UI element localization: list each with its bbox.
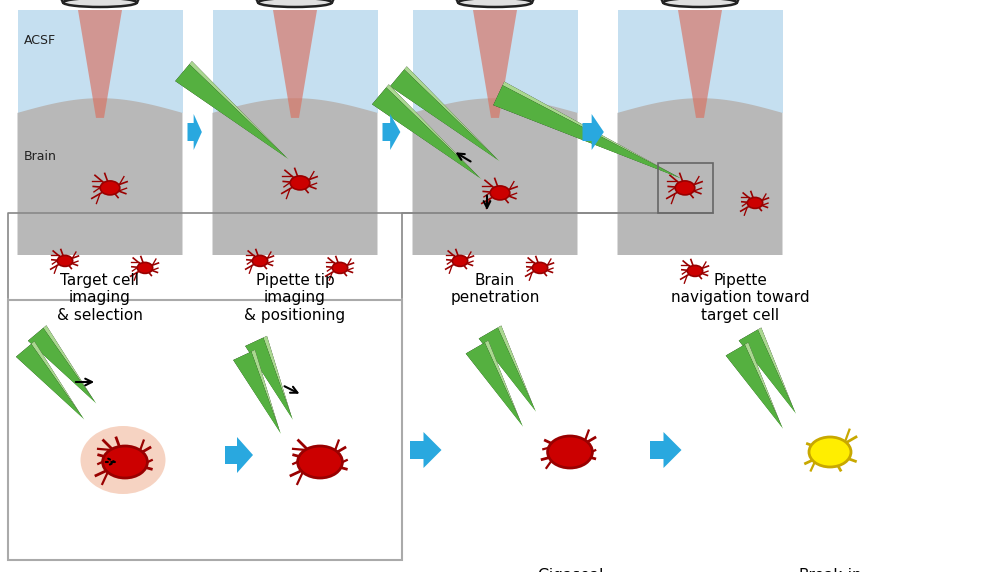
- Ellipse shape: [80, 426, 166, 494]
- Ellipse shape: [532, 263, 548, 273]
- Polygon shape: [618, 98, 782, 255]
- Ellipse shape: [663, 0, 737, 7]
- Polygon shape: [245, 336, 292, 418]
- Polygon shape: [390, 69, 500, 161]
- Polygon shape: [251, 350, 281, 434]
- Bar: [18, 10, 182, 113]
- Polygon shape: [31, 341, 84, 419]
- Polygon shape: [473, 10, 517, 118]
- Ellipse shape: [290, 176, 310, 190]
- Polygon shape: [372, 88, 482, 179]
- Ellipse shape: [63, 0, 137, 7]
- Ellipse shape: [57, 256, 73, 267]
- Polygon shape: [372, 85, 480, 178]
- FancyArrow shape: [582, 114, 604, 150]
- Polygon shape: [739, 328, 795, 412]
- Ellipse shape: [103, 446, 147, 478]
- Polygon shape: [739, 329, 796, 414]
- Ellipse shape: [298, 446, 342, 478]
- Polygon shape: [212, 98, 378, 255]
- Ellipse shape: [258, 0, 332, 7]
- Text: Break-in: Break-in: [798, 568, 862, 572]
- Polygon shape: [28, 328, 96, 403]
- Text: ACSF: ACSF: [24, 34, 56, 47]
- FancyArrow shape: [410, 432, 442, 468]
- Polygon shape: [726, 344, 783, 429]
- Ellipse shape: [809, 437, 851, 467]
- Ellipse shape: [137, 263, 153, 273]
- Polygon shape: [726, 343, 782, 427]
- Ellipse shape: [452, 256, 468, 267]
- Ellipse shape: [548, 436, 592, 468]
- Bar: [212, 10, 378, 113]
- Polygon shape: [175, 64, 289, 159]
- Polygon shape: [28, 325, 95, 402]
- Text: Pipette tip
imaging
& positioning: Pipette tip imaging & positioning: [244, 273, 346, 323]
- Polygon shape: [758, 328, 796, 414]
- Bar: [618, 10, 782, 113]
- Polygon shape: [503, 82, 682, 178]
- Polygon shape: [16, 341, 83, 418]
- Ellipse shape: [675, 181, 695, 195]
- Text: Brain
penetration: Brain penetration: [450, 273, 540, 305]
- Text: Target cell
imaging
& selection: Target cell imaging & selection: [57, 273, 143, 323]
- Ellipse shape: [252, 256, 268, 267]
- Ellipse shape: [100, 181, 120, 195]
- Polygon shape: [78, 10, 122, 118]
- Polygon shape: [479, 328, 536, 412]
- Ellipse shape: [332, 263, 348, 273]
- Bar: [658, 163, 712, 213]
- Polygon shape: [43, 325, 96, 403]
- Ellipse shape: [687, 265, 703, 276]
- Polygon shape: [413, 98, 578, 255]
- Bar: [8, 300, 402, 560]
- Polygon shape: [745, 343, 783, 429]
- Text: Brain: Brain: [24, 150, 56, 164]
- Polygon shape: [493, 85, 682, 178]
- Bar: [413, 10, 578, 113]
- Polygon shape: [390, 66, 498, 160]
- Polygon shape: [493, 82, 680, 178]
- Polygon shape: [678, 10, 722, 118]
- Polygon shape: [18, 98, 182, 255]
- FancyArrow shape: [650, 432, 682, 468]
- Polygon shape: [386, 85, 482, 179]
- Polygon shape: [466, 343, 523, 427]
- Polygon shape: [479, 325, 535, 410]
- Ellipse shape: [747, 197, 763, 208]
- Polygon shape: [498, 325, 536, 412]
- Polygon shape: [16, 344, 84, 419]
- Polygon shape: [656, 0, 744, 2]
- FancyArrow shape: [382, 114, 400, 150]
- Polygon shape: [245, 337, 293, 420]
- Polygon shape: [485, 340, 523, 427]
- Text: Gigaseal
formation: Gigaseal formation: [533, 568, 607, 572]
- Text: Pipette
navigation toward
target cell: Pipette navigation toward target cell: [671, 273, 809, 323]
- Polygon shape: [466, 340, 522, 425]
- Polygon shape: [233, 350, 280, 432]
- Ellipse shape: [458, 0, 532, 7]
- Polygon shape: [273, 10, 317, 118]
- Ellipse shape: [490, 186, 510, 200]
- FancyArrow shape: [188, 114, 202, 150]
- Polygon shape: [56, 0, 144, 2]
- Polygon shape: [451, 0, 539, 2]
- Polygon shape: [263, 336, 293, 420]
- Polygon shape: [233, 352, 281, 434]
- Polygon shape: [404, 66, 500, 161]
- Polygon shape: [175, 61, 287, 158]
- Polygon shape: [251, 0, 339, 2]
- FancyArrow shape: [225, 437, 253, 473]
- Polygon shape: [189, 61, 289, 159]
